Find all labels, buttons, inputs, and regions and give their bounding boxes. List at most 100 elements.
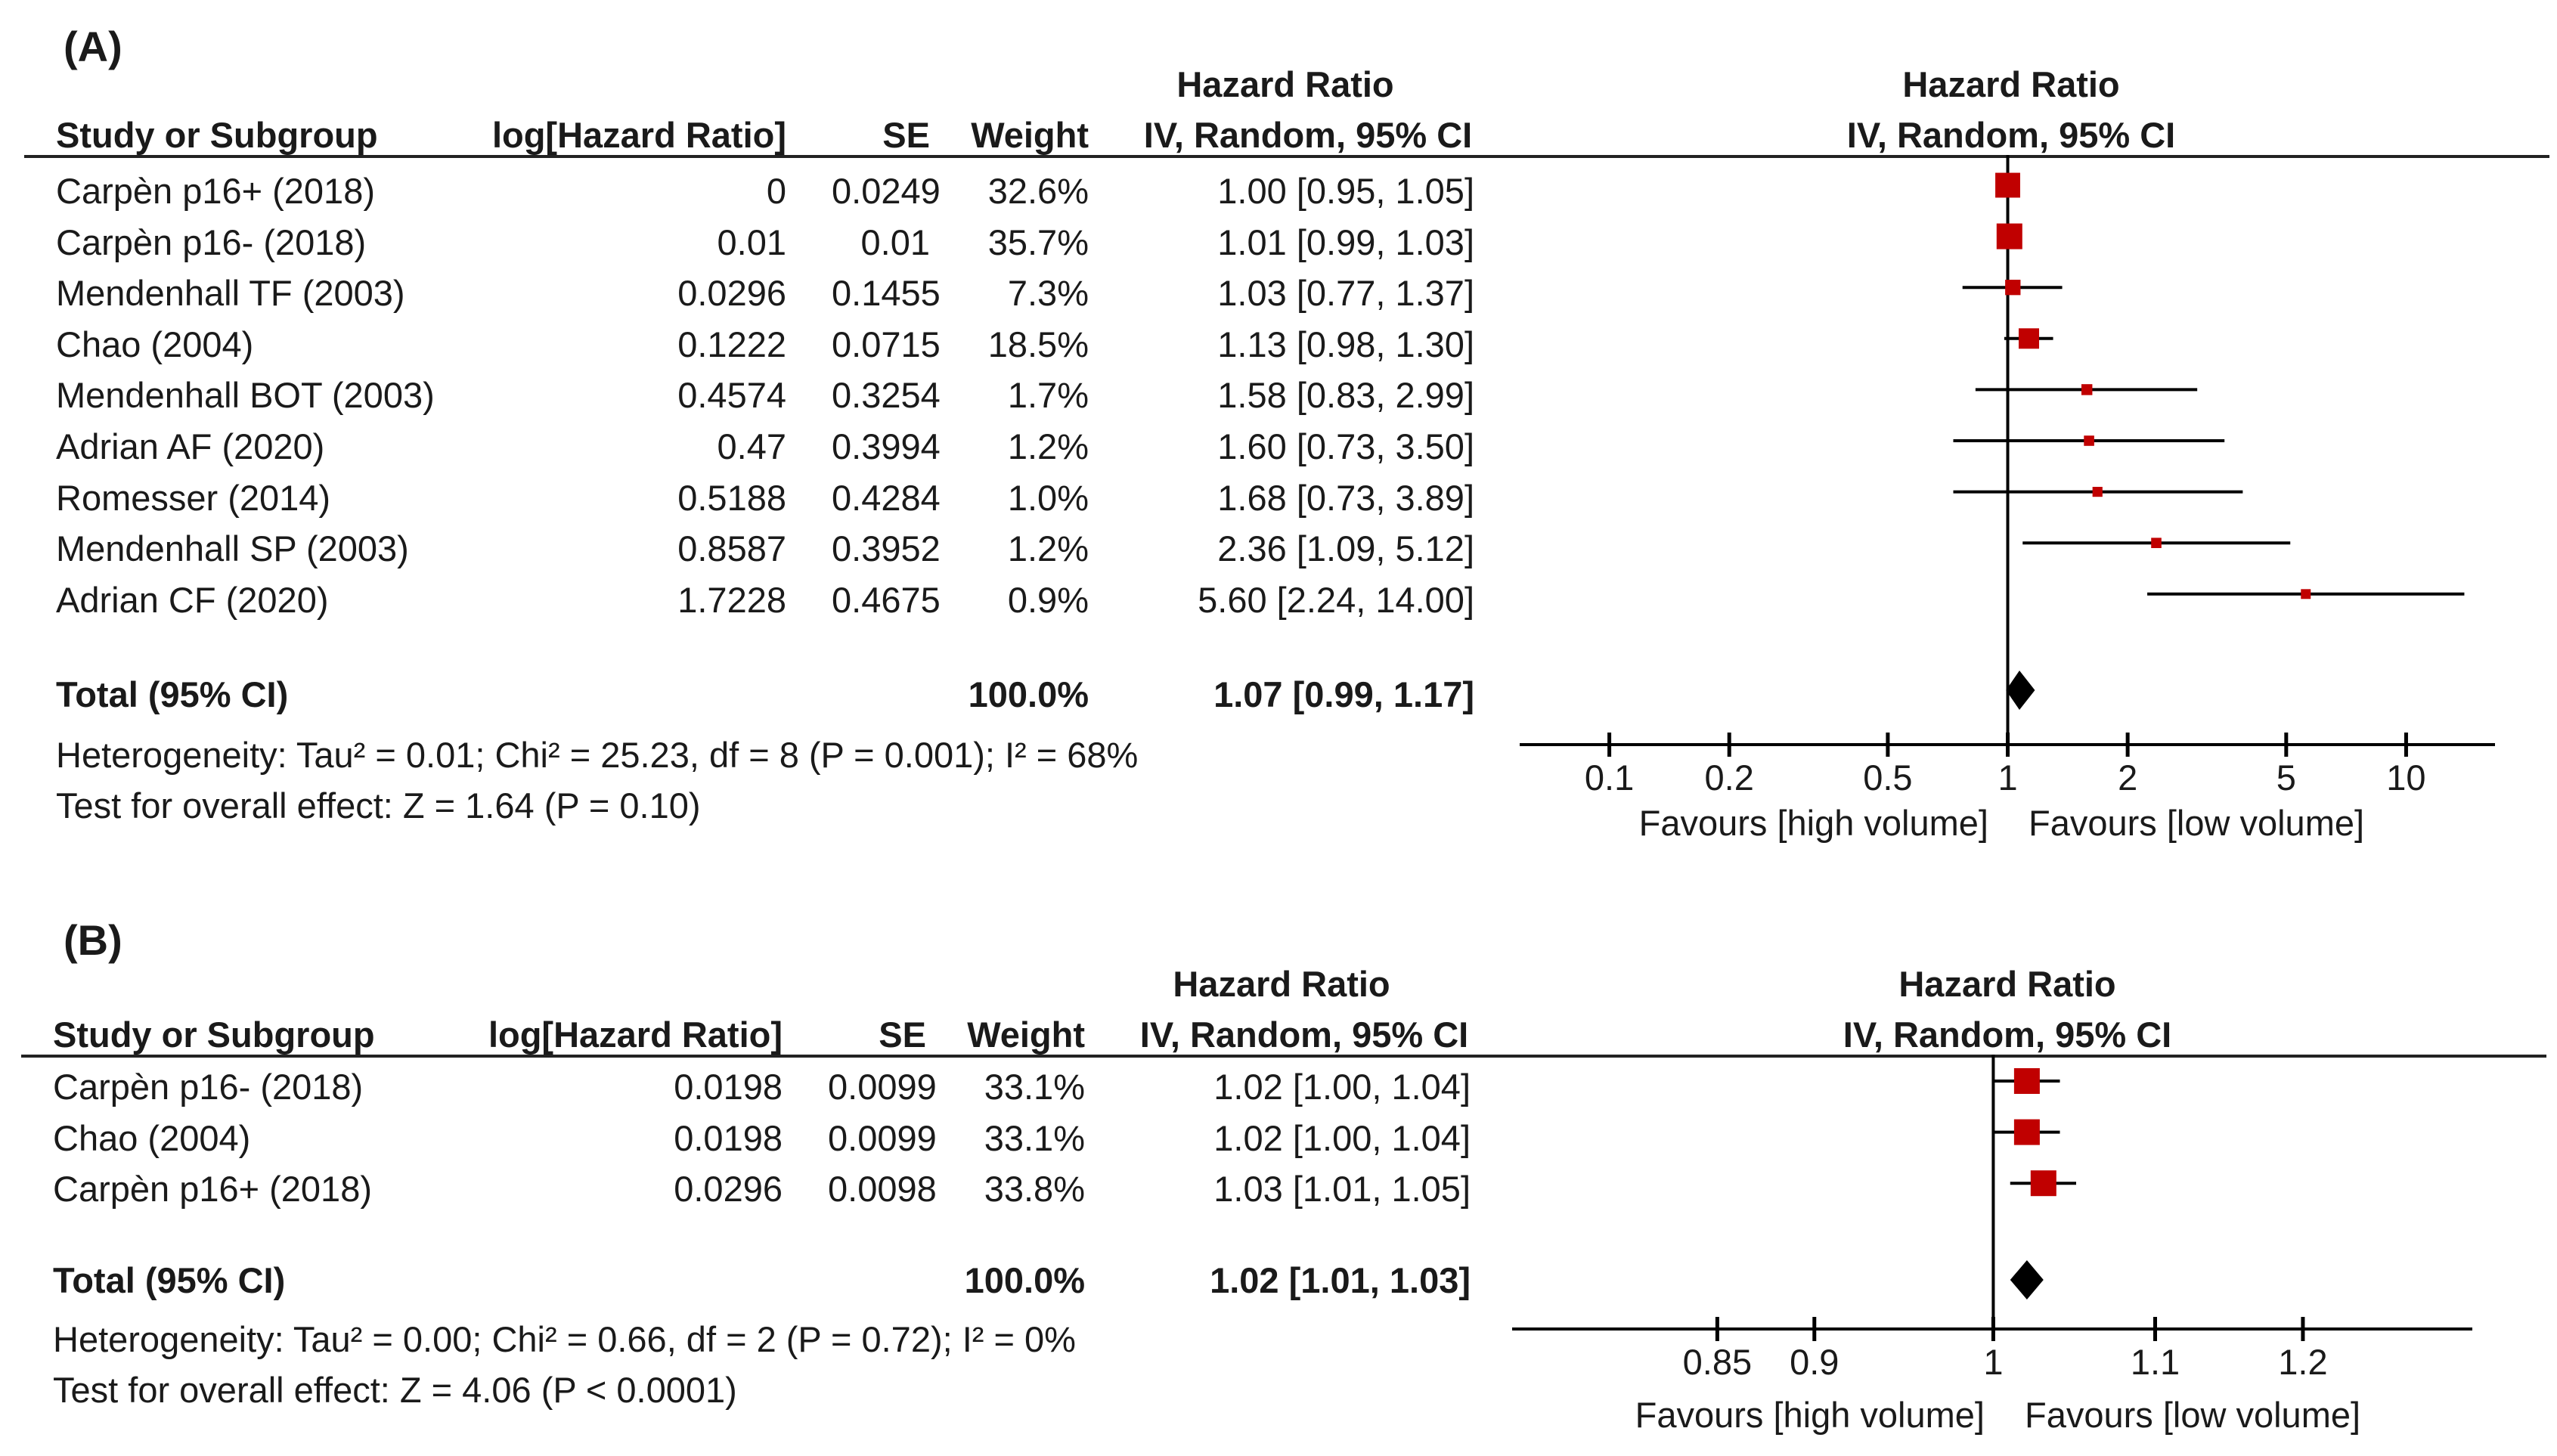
study-name: Mendenhall SP (2003) <box>56 528 409 569</box>
study-name: Carpèn p16- (2018) <box>56 221 367 262</box>
log-hr-cell: 0.0198 <box>674 1067 783 1107</box>
study-name: Chao (2004) <box>53 1117 251 1158</box>
study-name: Adrian AF (2020) <box>56 426 325 466</box>
plot-column-title: Hazard Ratio <box>1898 964 2116 1004</box>
favours-left-label: Favours [high volume] <box>1638 803 1988 843</box>
overall-effect-text: Test for overall effect: Z = 4.06 (P < 0… <box>53 1370 737 1410</box>
x-tick-label: 1.1 <box>2131 1342 2180 1382</box>
plot-method-header: IV, Random, 95% CI <box>1843 1015 2172 1055</box>
hr-ci-cell: 1.58 [0.83, 2.99] <box>1217 375 1474 416</box>
study-square <box>2013 1119 2040 1145</box>
weight-cell: 1.0% <box>1007 477 1089 518</box>
se-cell: 0.3952 <box>832 528 941 569</box>
hr-ci-cell: 1.01 [0.99, 1.03] <box>1217 221 1474 262</box>
se-cell: 0.3254 <box>832 375 941 416</box>
weight-cell: 33.1% <box>984 1117 1085 1158</box>
heterogeneity-text: Heterogeneity: Tau² = 0.00; Chi² = 0.66,… <box>53 1319 1076 1359</box>
forest-plot-panel-a: (A) Hazard Ratio Hazard Ratio Study or S… <box>24 23 2549 843</box>
hr-column-title: Hazard Ratio <box>1173 964 1390 1004</box>
se-cell: 0.3994 <box>832 426 941 466</box>
log-hr-cell: 0.0198 <box>674 1117 783 1158</box>
study-square <box>2084 435 2094 446</box>
log-hr-cell: 0.4574 <box>677 375 786 416</box>
x-tick-label: 10 <box>2386 757 2425 798</box>
hr-ci-cell: 2.36 [1.09, 5.12] <box>1217 528 1474 569</box>
log-hr-cell: 0.0296 <box>674 1169 783 1210</box>
log-hr-cell: 0.8587 <box>677 528 786 569</box>
panel-label: (B) <box>64 916 122 964</box>
hr-ci-cell: 1.02 [1.00, 1.04] <box>1213 1117 1471 1158</box>
hr-ci-cell: 5.60 [2.24, 14.00] <box>1198 579 1474 620</box>
weight-cell: 33.1% <box>984 1067 1085 1107</box>
se-cell: 0.0715 <box>832 324 941 364</box>
hr-ci-cell: 1.13 [0.98, 1.30] <box>1217 324 1474 364</box>
weight-cell: 18.5% <box>987 324 1089 364</box>
log-hr-cell: 0.0296 <box>677 273 786 314</box>
hr-method-header: IV, Random, 95% CI <box>1143 115 1473 155</box>
favours-right-label: Favours [low volume] <box>2029 803 2365 843</box>
plot-column-title: Hazard Ratio <box>1902 64 2120 104</box>
study-name: Chao (2004) <box>56 324 254 364</box>
x-tick-label: 0.1 <box>1585 757 1634 798</box>
total-hr-ci: 1.07 [0.99, 1.17] <box>1213 674 1474 714</box>
hr-ci-cell: 1.68 [0.73, 3.89] <box>1217 477 1474 518</box>
panel-label: (A) <box>64 23 122 70</box>
log-hr-column-header: log[Hazard Ratio] <box>488 1015 783 1055</box>
log-hr-cell: 0 <box>766 171 786 211</box>
weight-cell: 35.7% <box>987 221 1089 262</box>
hr-ci-cell: 1.60 [0.73, 3.50] <box>1217 426 1474 466</box>
plot-method-header: IV, Random, 95% CI <box>1846 115 2176 155</box>
se-column-header: SE <box>882 115 930 155</box>
hr-ci-cell: 1.02 [1.00, 1.04] <box>1213 1067 1471 1107</box>
x-tick-label: 0.9 <box>1790 1342 1839 1382</box>
log-hr-cell: 0.1222 <box>677 324 786 364</box>
x-tick-label: 1 <box>1983 1342 2003 1382</box>
study-square <box>2018 328 2039 349</box>
weight-cell: 1.7% <box>1007 375 1089 416</box>
study-square <box>2005 280 2021 296</box>
study-square <box>2013 1068 2040 1094</box>
study-square <box>2081 384 2093 395</box>
weight-cell: 32.6% <box>987 171 1089 211</box>
forest-plot-panel-b: (B) Hazard Ratio Hazard Ratio Study or S… <box>0 900 2557 1456</box>
x-tick-label: 0.5 <box>1863 757 1912 798</box>
weight-cell: 1.2% <box>1007 426 1089 466</box>
x-tick-label: 1.2 <box>2278 1342 2327 1382</box>
total-weight: 100.0% <box>964 1260 1085 1300</box>
header-rule <box>24 155 2549 158</box>
hr-ci-cell: 1.00 [0.95, 1.05] <box>1217 171 1474 211</box>
weight-column-header: Weight <box>971 115 1089 155</box>
study-column-header: Study or Subgroup <box>56 115 378 155</box>
x-tick-label: 0.85 <box>1683 1342 1752 1382</box>
study-name: Carpèn p16+ (2018) <box>56 171 375 211</box>
x-tick-label: 1 <box>1998 757 2017 798</box>
study-name: Romesser (2014) <box>56 477 331 518</box>
total-label: Total (95% CI) <box>53 1260 286 1300</box>
x-tick-label: 5 <box>2277 757 2296 798</box>
log-hr-cell: 0.5188 <box>677 477 786 518</box>
weight-cell: 0.9% <box>1007 579 1089 620</box>
study-name: Carpèn p16- (2018) <box>53 1067 364 1107</box>
study-square <box>2092 487 2103 497</box>
total-diamond <box>2010 1260 2044 1300</box>
weight-column-header: Weight <box>967 1015 1085 1055</box>
x-tick-label: 0.2 <box>1705 757 1754 798</box>
study-square <box>1995 172 2020 198</box>
hr-column-title: Hazard Ratio <box>1176 64 1394 104</box>
se-column-header: SE <box>879 1015 926 1055</box>
weight-cell: 7.3% <box>1007 273 1089 314</box>
se-cell: 0.4675 <box>832 579 941 620</box>
hr-ci-cell: 1.03 [0.77, 1.37] <box>1217 273 1474 314</box>
se-cell: 0.1455 <box>832 273 941 314</box>
study-name: Mendenhall TF (2003) <box>56 273 405 314</box>
log-hr-cell: 0.01 <box>717 221 786 262</box>
total-diamond <box>2006 671 2035 710</box>
total-weight: 100.0% <box>968 674 1089 714</box>
se-cell: 0.4284 <box>832 477 941 518</box>
log-hr-cell: 0.47 <box>717 426 786 466</box>
study-square <box>2301 589 2311 599</box>
study-square <box>1996 223 2022 249</box>
hr-ci-cell: 1.03 [1.01, 1.05] <box>1213 1169 1471 1210</box>
se-cell: 0.0249 <box>832 171 941 211</box>
log-hr-cell: 1.7228 <box>677 579 786 620</box>
